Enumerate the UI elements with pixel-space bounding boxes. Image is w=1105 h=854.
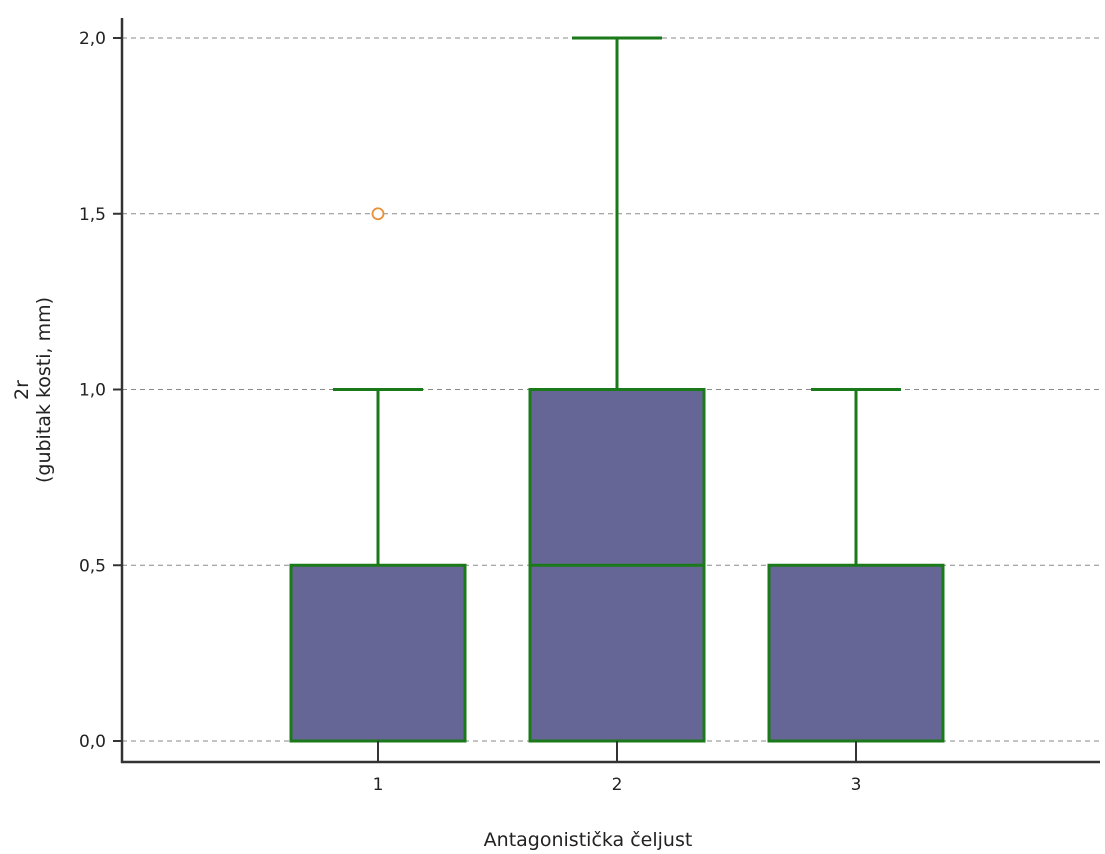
- y-tick-label: 0,0: [79, 732, 106, 752]
- y-axis-title-line-1: 2r: [11, 380, 33, 400]
- x-tick-label: 2: [612, 775, 623, 795]
- iqr-box: [289, 563, 467, 743]
- y-tick-label: 1,5: [79, 205, 106, 225]
- box-group-3: [767, 388, 945, 743]
- box-group-1: [289, 207, 467, 743]
- y-tick-label: 2,0: [79, 29, 106, 49]
- iqr-box: [767, 563, 945, 743]
- outlier-point: [371, 207, 385, 221]
- y-axis-title-line-2: (gubitak kosti, mm): [33, 297, 55, 483]
- x-tick-label: 1: [373, 775, 384, 795]
- y-tick-label: 0,5: [79, 556, 106, 576]
- x-axis-title: Antagonistička čeljust: [484, 829, 693, 851]
- y-axis-title: 2r (gubitak kosti, mm): [11, 297, 55, 483]
- x-tick-label: 3: [851, 775, 862, 795]
- box-series: [289, 36, 945, 743]
- y-tick-label: 1,0: [79, 381, 106, 401]
- tick-labels: 0,0 0,5 1,0 1,5 2,0 1 2 3: [79, 29, 861, 795]
- box-group-2: [528, 36, 706, 743]
